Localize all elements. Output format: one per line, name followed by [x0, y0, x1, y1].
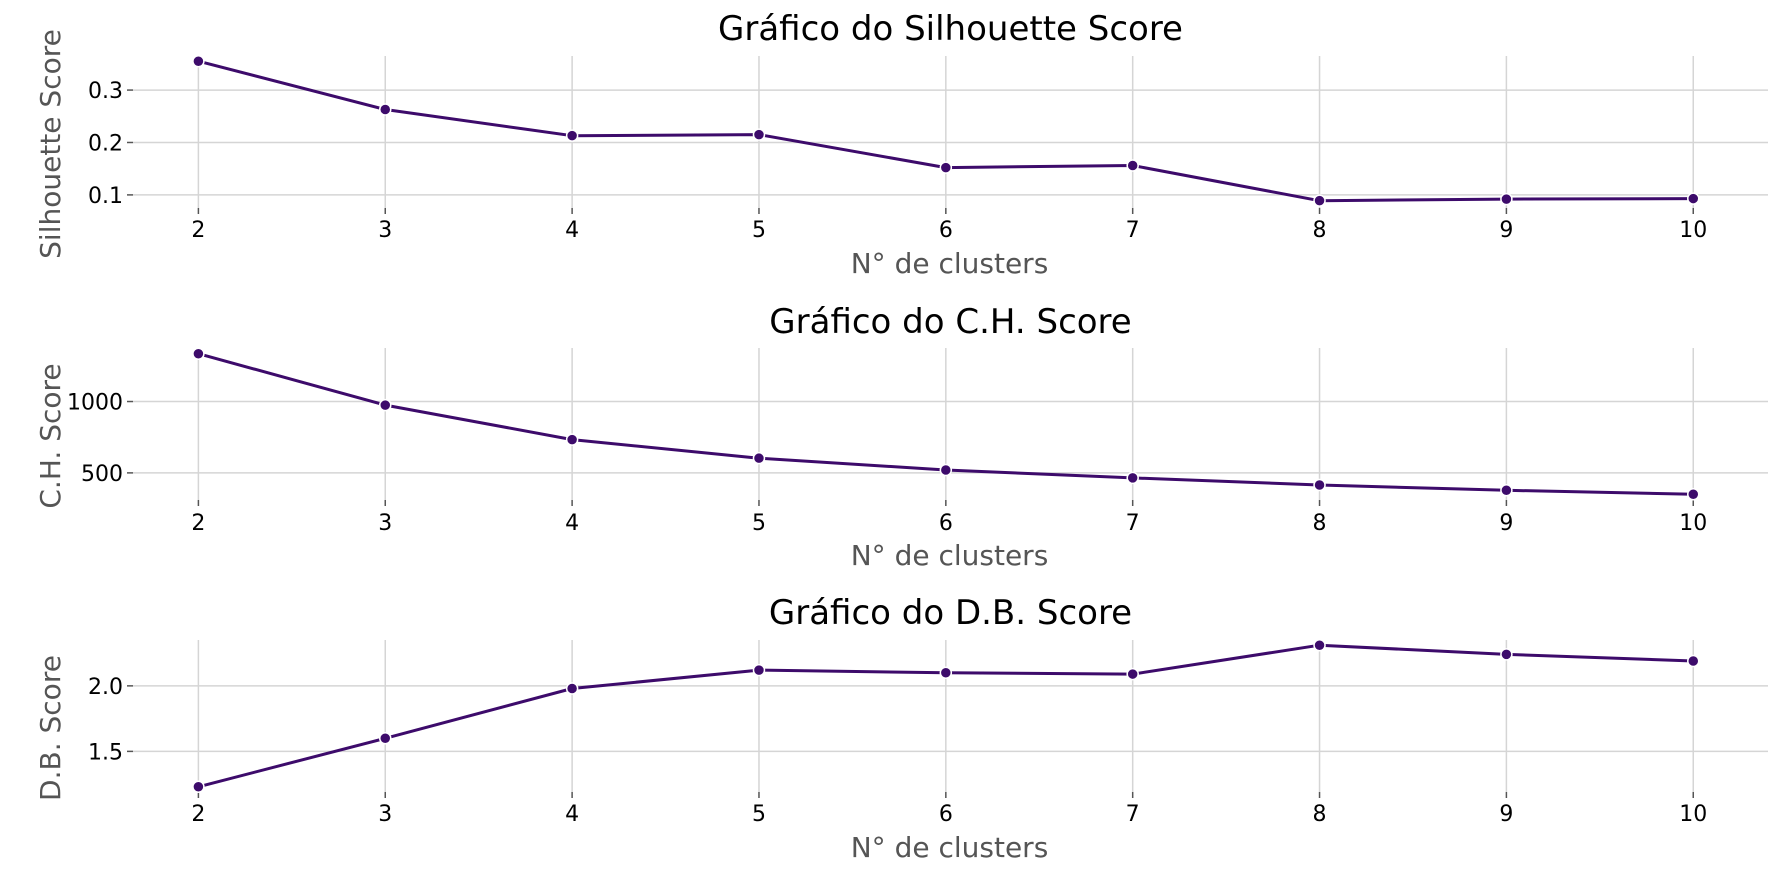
data-point	[1126, 159, 1139, 172]
chart-title: Gráfico do C.H. Score	[769, 302, 1131, 342]
data-point	[565, 129, 579, 142]
data-point	[1500, 648, 1513, 661]
chart-title: Gráfico do D.B. Score	[769, 593, 1132, 633]
chart-panel-2: 2 3 4 5 6 7 8 9 10 500 1000 Gráfico do C.H. Score N°…	[34, 302, 1768, 572]
data-point	[1313, 638, 1326, 652]
data-point	[939, 161, 953, 174]
y-axis-label: C.H. Score	[34, 363, 67, 508]
x-tick-label: 6	[939, 802, 953, 827]
chart-title: Gráfico do Silhouette Score	[718, 9, 1183, 49]
data-point	[752, 451, 766, 465]
data-point	[1313, 194, 1326, 207]
data-point	[1500, 192, 1513, 206]
data-point	[1126, 667, 1139, 681]
x-tick-label: 9	[1499, 802, 1513, 827]
y-tick-label: 1000	[67, 391, 123, 416]
x-tick-label: 8	[1313, 511, 1327, 536]
x-tick-label: 3	[378, 802, 392, 827]
data-point	[379, 398, 392, 412]
data-point	[1500, 484, 1513, 497]
x-axis-label: N° de clusters	[851, 539, 1049, 572]
data-point	[1687, 488, 1700, 501]
x-tick-label: 3	[378, 218, 392, 243]
data-point	[752, 663, 766, 677]
y-axis-label: D.B. Score	[34, 655, 67, 801]
data-point	[192, 54, 205, 68]
data-point	[1313, 478, 1326, 492]
x-tick-label: 5	[752, 218, 766, 243]
y-tick-label: 500	[81, 462, 123, 487]
data-point	[1687, 654, 1700, 668]
data-point	[565, 682, 579, 695]
data-point	[379, 103, 392, 116]
y-axis-label: Silhouette Score	[34, 29, 67, 259]
data-point	[752, 128, 766, 141]
y-tick-label: 0.3	[88, 79, 123, 104]
y-tick-label: 1.5	[88, 740, 123, 765]
x-tick-label: 3	[378, 511, 392, 536]
y-tick-label: 0.2	[88, 131, 123, 156]
data-point	[939, 666, 953, 680]
chart-panel-3: 2 3 4 5 6 7 8 9 10 1.5 2.0 Gráfico do D.B. Score N° …	[34, 593, 1768, 864]
x-tick-label: 8	[1313, 802, 1327, 827]
x-tick-label: 9	[1499, 218, 1513, 243]
data-point	[1126, 471, 1139, 485]
x-tick-label: 10	[1679, 802, 1707, 827]
x-axis-label: N° de clusters	[851, 831, 1049, 864]
x-tick-label: 8	[1313, 218, 1327, 243]
x-tick-label: 6	[939, 511, 953, 536]
data-point	[192, 347, 205, 360]
x-tick-label: 10	[1679, 511, 1707, 536]
x-tick-label: 4	[565, 802, 579, 827]
x-tick-label: 2	[191, 218, 205, 243]
x-tick-label: 5	[752, 511, 766, 536]
x-tick-label: 4	[565, 511, 579, 536]
x-tick-label: 2	[191, 802, 205, 827]
x-tick-label: 2	[191, 511, 205, 536]
y-tick-label: 0.1	[88, 184, 123, 209]
x-tick-label: 10	[1679, 218, 1707, 243]
data-point	[192, 780, 205, 794]
x-tick-label: 7	[1126, 802, 1140, 827]
x-tick-label: 6	[939, 218, 953, 243]
data-point	[939, 463, 953, 477]
data-point	[379, 732, 392, 745]
x-tick-label: 9	[1499, 511, 1513, 536]
x-tick-label: 4	[565, 218, 579, 243]
y-tick-label: 2.0	[88, 675, 123, 700]
data-point	[565, 433, 579, 446]
x-axis-label: N° de clusters	[851, 247, 1049, 280]
chart-panel-1: 2 3 4 5 6 7 8 9 10 0.1 0.2 0.3 Gráfico do Silhouette…	[34, 9, 1768, 280]
x-tick-label: 7	[1126, 511, 1140, 536]
data-point	[1687, 192, 1700, 205]
x-tick-label: 5	[752, 802, 766, 827]
x-tick-label: 7	[1126, 218, 1140, 243]
